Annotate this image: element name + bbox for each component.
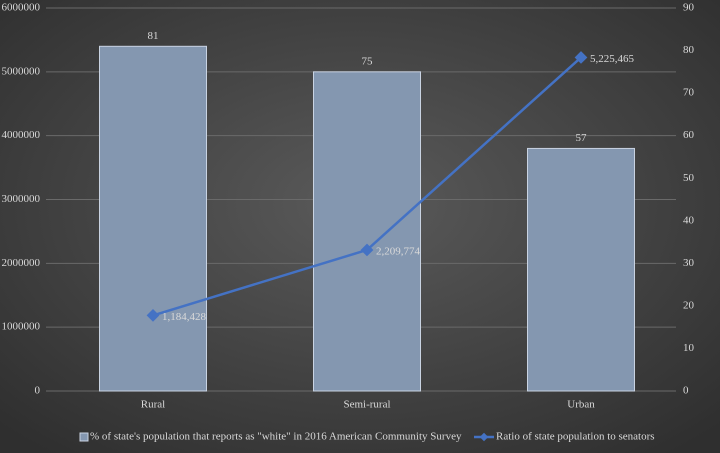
line-value-label: 5,225,465 — [590, 53, 635, 65]
bar-value-label: 75 — [362, 55, 374, 67]
y2-tick-label: 90 — [683, 2, 695, 14]
bar — [313, 71, 421, 392]
y-tick-label: 3000000 — [2, 193, 41, 205]
legend-label: % of state's population that reports as … — [90, 431, 462, 443]
y-tick-label: 1000000 — [2, 321, 41, 333]
y2-tick-label: 80 — [683, 44, 695, 56]
legend-swatch — [479, 432, 489, 442]
y2-tick-label: 0 — [683, 385, 689, 397]
y-tick-label: 2000000 — [2, 257, 41, 269]
y2-tick-label: 70 — [683, 87, 695, 99]
bar — [527, 147, 635, 392]
bar-value-label: 57 — [576, 132, 588, 144]
y2-tick-label: 20 — [683, 299, 695, 311]
x-tick-label: Semi-rural — [343, 399, 390, 411]
y-tick-label: 6000000 — [2, 2, 41, 14]
y2-tick-label: 30 — [683, 257, 695, 269]
x-tick-label: Rural — [141, 399, 165, 411]
line-value-label: 2,209,774 — [376, 245, 421, 257]
line-value-label: 1,184,428 — [162, 311, 207, 323]
legend-label: Ratio of state population to senators — [496, 431, 655, 443]
y2-tick-label: 60 — [683, 129, 695, 141]
y2-tick-label: 40 — [683, 214, 695, 226]
legend-swatch — [79, 432, 89, 442]
y-tick-label: 4000000 — [2, 129, 41, 141]
x-tick-label: Urban — [567, 399, 595, 411]
bar — [99, 45, 207, 392]
line-marker — [360, 243, 374, 257]
y2-tick-label: 50 — [683, 172, 695, 184]
y-tick-label: 0 — [35, 385, 41, 397]
y2-tick-label: 10 — [683, 342, 695, 354]
y-tick-label: 5000000 — [2, 65, 41, 77]
bar-value-label: 81 — [148, 30, 159, 42]
line-marker — [146, 309, 160, 322]
